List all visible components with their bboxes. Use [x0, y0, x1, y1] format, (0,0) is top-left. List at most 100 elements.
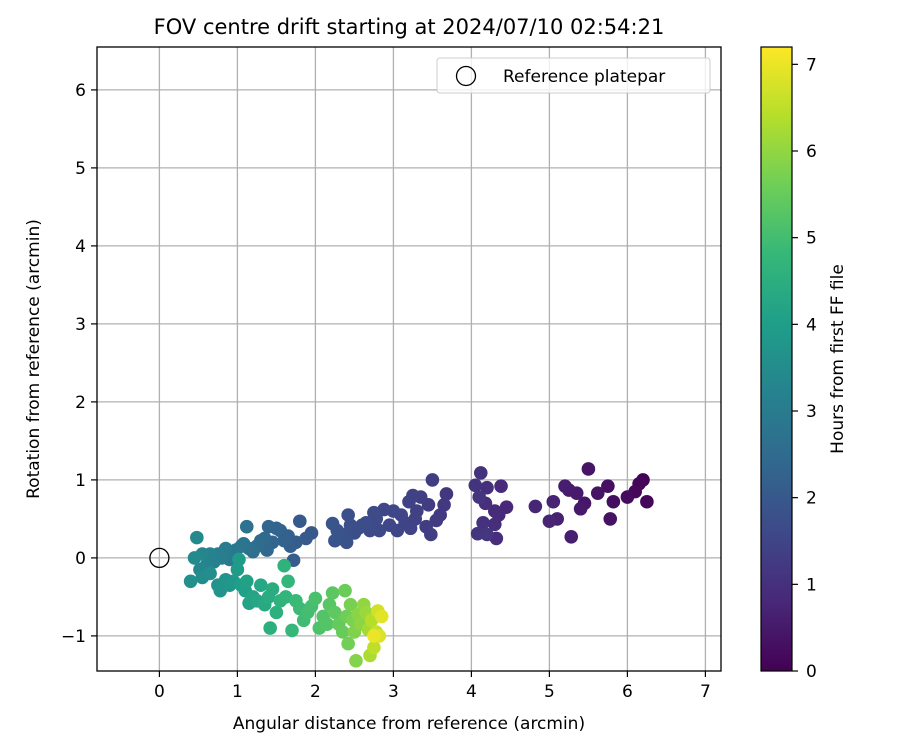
legend-box [436, 57, 711, 94]
data-point [281, 574, 295, 589]
y-axis-ticks: −1 0 1 2 3 4 5 6 [61, 81, 97, 647]
data-point [403, 521, 418, 536]
colorbar-tick-label: 1 [806, 575, 817, 595]
x-axis-ticks: 0 1 2 3 4 5 6 7 [154, 671, 711, 702]
data-point [253, 578, 268, 592]
data-point [468, 478, 483, 493]
y-axis-label: Rotation from reference (arcmin) [24, 219, 44, 499]
colorbar-tick-label: 5 [806, 229, 817, 249]
data-point [480, 480, 494, 495]
data-point [239, 519, 254, 534]
data-point [325, 586, 340, 600]
data-point [328, 533, 342, 548]
data-point [261, 519, 276, 534]
legend-label-reference: Reference platepar [503, 67, 665, 87]
data-point [488, 504, 502, 518]
data-point [425, 473, 440, 487]
data-point [269, 605, 284, 620]
reference-platepar-marker [149, 547, 170, 569]
colorbar-tick-label: 2 [806, 489, 817, 509]
data-point [606, 494, 621, 509]
data-point [590, 486, 605, 500]
y-tick-label: 2 [75, 393, 86, 413]
data-point [293, 514, 307, 529]
grid [97, 47, 721, 671]
data-point [230, 562, 245, 577]
colorbar: 0 1 2 3 4 5 6 7 Hours from first FF file [760, 46, 848, 682]
data-point [341, 508, 355, 522]
x-tick-label: 4 [466, 682, 477, 702]
y-tick-label: 3 [75, 315, 86, 335]
data-point [367, 629, 381, 643]
data-point [338, 583, 352, 598]
data-point [494, 479, 508, 493]
data-point [564, 530, 579, 544]
legend-marker-reference [455, 65, 477, 87]
data-point [349, 654, 363, 668]
data-point [372, 523, 387, 538]
data-point [472, 490, 487, 504]
data-point [581, 462, 596, 476]
data-point [320, 617, 334, 631]
chart-title: FOV centre drift starting at 2024/07/10 … [154, 15, 665, 39]
x-tick-label: 2 [310, 682, 321, 702]
data-point [187, 551, 202, 565]
data-point [473, 466, 488, 480]
plot-frame [96, 46, 722, 672]
data-point [367, 640, 381, 655]
x-tick-label: 7 [700, 682, 711, 702]
x-tick-label: 1 [232, 682, 243, 702]
data-point [341, 636, 355, 651]
data-point [265, 582, 280, 596]
data-point [528, 499, 543, 514]
x-tick-label: 3 [388, 682, 399, 702]
data-points [183, 462, 654, 668]
x-tick-label: 6 [622, 682, 633, 702]
y-tick-label: 1 [75, 471, 86, 491]
data-point [558, 479, 572, 493]
y-tick-label: 0 [75, 549, 86, 569]
data-point [382, 518, 397, 532]
reference-layer [149, 547, 170, 569]
colorbar-tick-label: 4 [806, 315, 817, 335]
data-point [546, 494, 561, 509]
data-point [343, 597, 358, 612]
colorbar-tick-label: 0 [806, 662, 817, 682]
colorbar-tick-label: 3 [806, 402, 817, 422]
data-point [285, 623, 299, 638]
data-point [603, 512, 618, 526]
data-point [203, 566, 217, 581]
colorbar-label: Hours from first FF file [828, 264, 848, 454]
data-point [367, 505, 381, 520]
y-tick-label: 5 [75, 159, 86, 179]
data-point [374, 609, 389, 624]
data-point [239, 574, 254, 589]
data-point [325, 516, 340, 531]
data-point [232, 552, 246, 567]
x-tick-label: 5 [544, 682, 555, 702]
y-tick-label: 4 [75, 237, 86, 257]
y-tick-label: −1 [61, 627, 86, 647]
colorbar-ticks: 0 1 2 3 4 5 6 7 [792, 55, 817, 682]
data-point [328, 605, 342, 620]
data-point [542, 514, 557, 529]
x-tick-label: 0 [154, 682, 165, 702]
colorbar-tick-label: 7 [806, 55, 817, 75]
data-point [308, 591, 323, 606]
data-point [439, 487, 454, 501]
x-axis-label: Angular distance from reference (arcmin) [233, 714, 585, 734]
data-point [429, 513, 444, 528]
data-point [263, 621, 277, 635]
data-point [488, 517, 502, 532]
y-tick-label: 6 [75, 81, 86, 101]
legend: Reference platepar [436, 57, 711, 94]
data-point [335, 625, 350, 639]
data-point [183, 574, 198, 589]
data-point [620, 490, 635, 504]
data-point [601, 479, 615, 493]
data-point [640, 494, 654, 509]
data-point [424, 527, 438, 542]
data-point [573, 501, 588, 516]
data-point [277, 558, 292, 573]
